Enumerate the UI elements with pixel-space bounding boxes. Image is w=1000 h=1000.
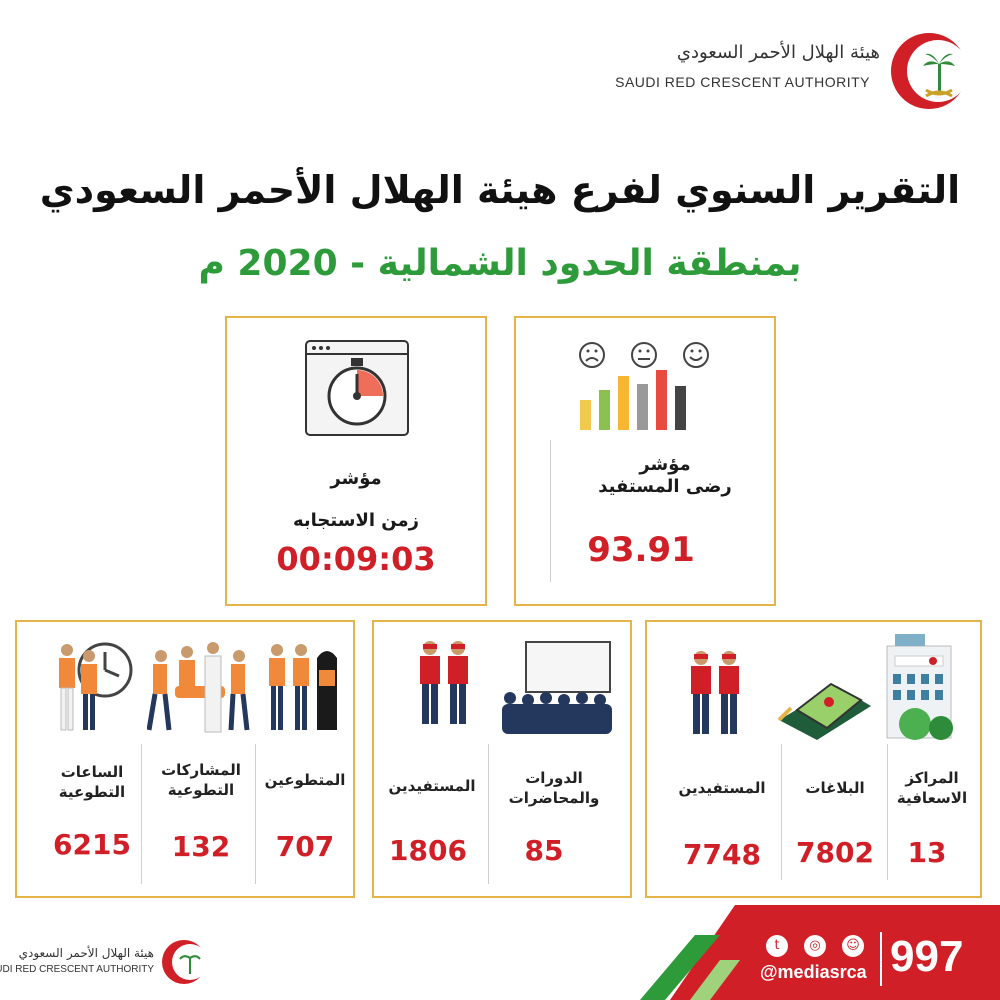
hours-value: 6215 xyxy=(53,828,131,861)
centers-divider-1 xyxy=(887,744,888,880)
snapchat-icon[interactable]: ☺ xyxy=(842,935,864,957)
response-label-2: زمن الاستجابه xyxy=(293,510,419,531)
volunteer-hours-icon xyxy=(59,642,133,731)
course-beneficiaries-icon xyxy=(420,641,468,724)
header-org-ar: هيئة الهلال الأحمر السعودي xyxy=(676,42,880,63)
footer-org-ar: هيئة الهلال الأحمر السعودي xyxy=(18,946,154,960)
beneficiaries-people-icon xyxy=(691,651,739,734)
ambulance-center-icon xyxy=(886,634,953,740)
volunteer-divider-1 xyxy=(255,744,256,884)
footer-banner xyxy=(640,905,1000,1000)
response-label-1: مؤشر xyxy=(330,468,382,489)
twitter-icon[interactable]: t xyxy=(766,935,788,957)
centers-label: المراكز الاسعافية xyxy=(896,769,968,807)
social-icons: t ◎ ☺ xyxy=(758,935,878,959)
courses-divider xyxy=(488,744,489,884)
courses-label: الدورات والمحاضرات xyxy=(508,769,600,807)
footer-crescent-icon xyxy=(162,940,208,984)
participations-label: المشاركات التطوعية xyxy=(161,761,241,799)
footer-divider xyxy=(880,932,882,986)
satisfaction-value: 93.91 xyxy=(587,530,695,570)
satisfaction-bars-icon xyxy=(580,370,686,430)
volunteers-value: 707 xyxy=(275,830,335,863)
hours-label: الساعات التطوعية xyxy=(58,763,126,801)
centers-value: 13 xyxy=(907,836,947,869)
header-org-en: SAUDI RED CRESCENT AUTHORITY xyxy=(615,74,870,90)
instagram-icon[interactable]: ◎ xyxy=(804,935,826,957)
social-handle[interactable]: @mediasrca xyxy=(760,962,867,982)
header-logo: هيئة الهلال الأحمر السعودي SAUDI RED CRE… xyxy=(600,30,980,110)
course-beneficiaries-label: المستفيدين xyxy=(388,777,476,795)
lecture-icon xyxy=(502,641,612,734)
volunteers-label: المتطوعين xyxy=(264,771,346,789)
volunteer-divider-2 xyxy=(141,744,142,884)
satisfaction-faces-icon xyxy=(579,342,709,368)
centers-divider-2 xyxy=(781,744,782,880)
hotline-number[interactable]: 997 xyxy=(890,932,964,981)
centers-card: المراكز الاسعافية 13 البلاغات 7802 المست… xyxy=(645,620,982,898)
page-subtitle: بمنطقة الحدود الشمالية - 2020 م xyxy=(198,243,802,284)
center-beneficiaries-value: 7748 xyxy=(683,838,761,871)
volunteers-icon xyxy=(269,644,337,730)
center-beneficiaries-label: المستفيدين xyxy=(678,779,766,797)
footer-logo: هيئة الهلال الأحمر السعودي SAUDI RED CRE… xyxy=(0,932,220,992)
phone-reports-icon xyxy=(777,682,871,740)
stopwatch-icon xyxy=(305,340,409,436)
reports-label: البلاغات xyxy=(805,779,865,797)
volunteer-card: المتطوعين 707 المشاركات التطوعية 132 الس… xyxy=(15,620,355,898)
courses-card: الدورات والمحاضرات 85 المستفيدين 1806 xyxy=(372,620,632,898)
satisfaction-label-1: مؤشر xyxy=(639,454,691,475)
footer-org-en: SAUDI RED CRESCENT AUTHORITY xyxy=(0,964,154,975)
satisfaction-card: مؤشر رضى المستفيد 93.91 xyxy=(514,316,776,606)
courses-value: 85 xyxy=(524,834,564,867)
participations-value: 132 xyxy=(171,830,231,863)
response-value: 00:09:03 xyxy=(276,540,436,578)
response-time-card: مؤشر زمن الاستجابه 00:09:03 xyxy=(225,316,487,606)
satisfaction-label-2: رضى المستفيد xyxy=(598,476,732,497)
satisfaction-divider xyxy=(550,440,551,582)
crescent-palm-icon xyxy=(891,33,969,109)
reports-value: 7802 xyxy=(796,836,874,869)
course-beneficiaries-value: 1806 xyxy=(389,834,467,867)
participations-icon xyxy=(147,642,250,733)
page-title: التقرير السنوي لفرع هيئة الهلال الأحمر ا… xyxy=(39,168,961,212)
